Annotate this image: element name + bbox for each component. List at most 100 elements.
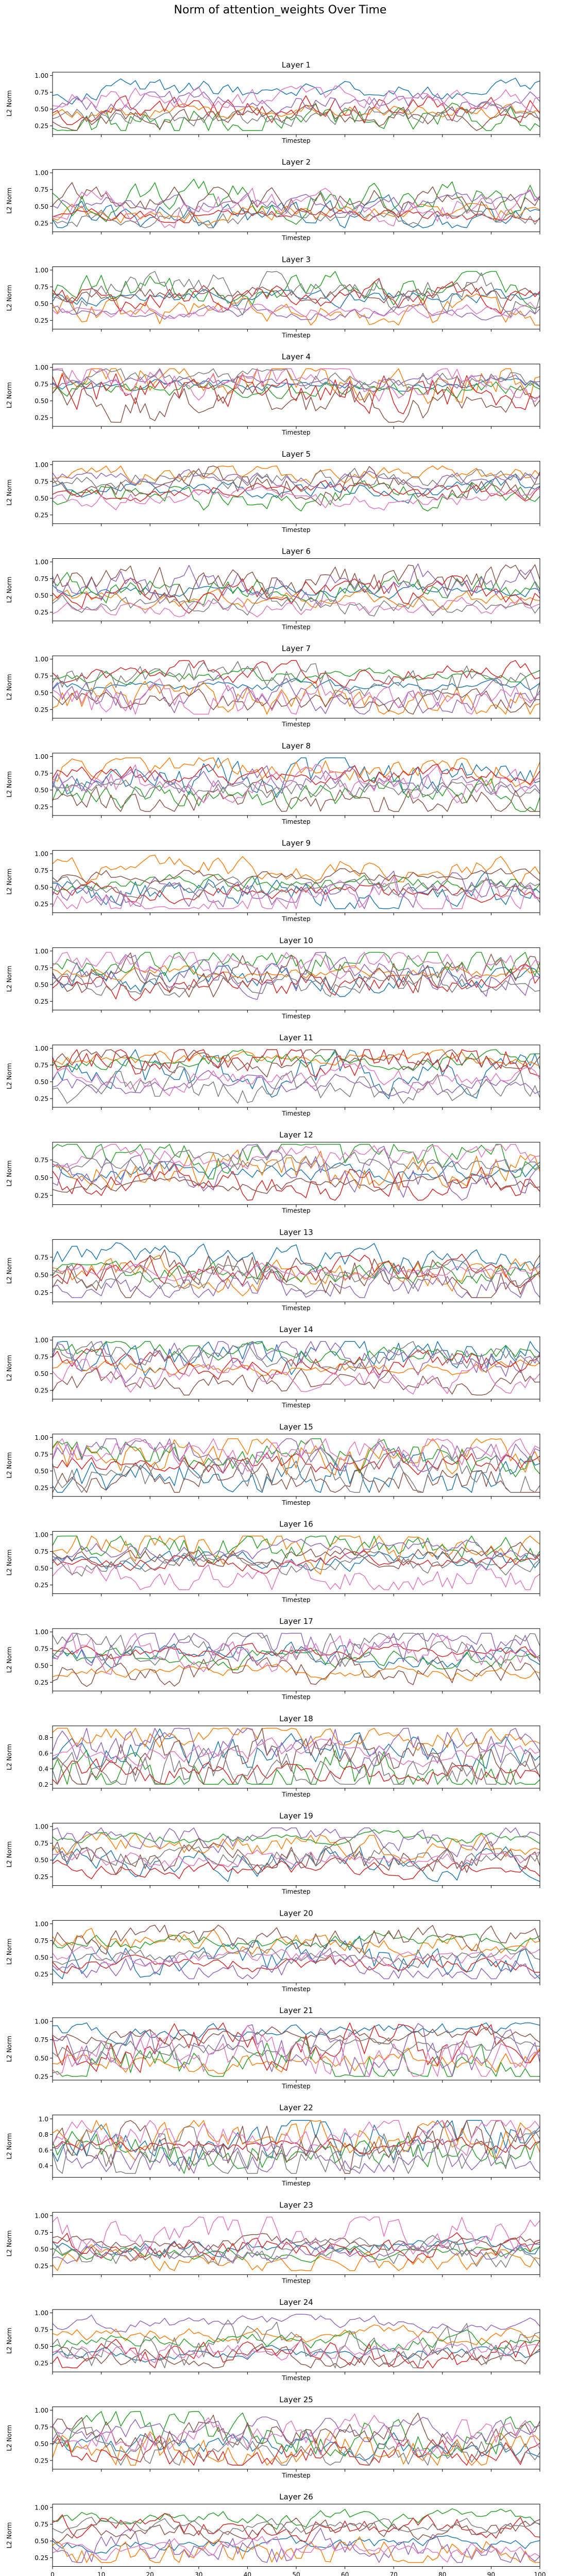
y-tick-label: 0.50 [35, 2440, 48, 2448]
series-line-1 [53, 77, 540, 105]
y-tick-label: 0.25 [35, 1192, 48, 1199]
series-line-3 [53, 775, 540, 812]
series-line-6 [53, 104, 540, 131]
y-tick-label: 1.00 [35, 948, 48, 955]
subplot-title: Layer 8 [282, 741, 311, 751]
y-axis-label: L2 Norm [6, 1841, 13, 1868]
series-line-3 [53, 1341, 540, 1365]
series-line-3 [53, 1932, 540, 1952]
series-line-4 [53, 2232, 540, 2264]
series-line-2 [53, 854, 540, 886]
series-line-3 [53, 2246, 540, 2263]
subplot-layer-23: Layer 23 0.25 0.50 0.75 1.00 Timestep L2 Norm [6, 2200, 540, 2284]
series-line-5 [53, 304, 540, 321]
y-tick-label: 1.00 [35, 656, 48, 663]
y-tick-label: 0.6 [39, 1750, 48, 1757]
series-line-7 [53, 763, 540, 804]
y-tick-label: 0.25 [35, 706, 48, 713]
series-line-8 [53, 207, 540, 228]
y-tick-label: 0.25 [35, 2263, 48, 2270]
series-line-4 [53, 1348, 540, 1380]
series-line-4 [53, 208, 540, 223]
subplot-title: Layer 14 [279, 1325, 313, 1334]
x-axis-label: Timestep [281, 818, 310, 825]
y-tick-label: 1.00 [35, 559, 48, 566]
series-line-3 [53, 480, 540, 512]
subplot-layer-1: Layer 1 0.25 0.50 0.75 1.00 Timestep L2 Norm [6, 60, 540, 144]
y-tick-label: 0.75 [35, 2229, 48, 2236]
x-axis-label: Timestep [281, 1207, 310, 1215]
axes-frame [52, 655, 540, 719]
series-line-1 [53, 2535, 540, 2554]
series-line-8 [53, 1551, 540, 1577]
series-line-1 [53, 2345, 540, 2363]
series-line-6 [53, 868, 540, 887]
series-line-5 [53, 563, 540, 605]
series-line-5 [53, 469, 540, 490]
series-line-3 [53, 1829, 540, 1846]
series-line-7 [53, 596, 540, 618]
y-tick-label: 1.00 [35, 364, 48, 371]
series-line-7 [53, 1633, 540, 1675]
y-tick-label: 0.75 [35, 89, 48, 96]
y-tick-label: 0.8 [39, 2131, 48, 2138]
x-axis-label: Timestep [281, 137, 310, 144]
subplot-title: Layer 21 [279, 2006, 313, 2015]
x-axis-label: Timestep [281, 1985, 310, 1992]
y-tick-label: 0.25 [35, 1289, 48, 1297]
series-line-4 [53, 1450, 540, 1475]
x-tick-label: 40 [244, 2571, 251, 2576]
subplot-layer-10: Layer 10 0.25 0.50 0.75 1.00 Timestep L2 Norm [6, 936, 540, 1020]
series-line-2 [53, 203, 540, 226]
y-tick-label: 0.25 [35, 609, 48, 616]
series-line-7 [53, 85, 540, 112]
y-axis-label: L2 Norm [6, 577, 13, 603]
series-line-5 [53, 1727, 540, 1774]
series-line-6 [53, 1924, 540, 1955]
subplot-layer-14: Layer 14 0.25 0.50 0.75 1.00 Timestep L2 Norm [6, 1325, 540, 1409]
series-line-8 [53, 102, 540, 127]
subplot-layer-7: Layer 7 0.25 0.50 0.75 1.00 Timestep L2 Norm [6, 644, 540, 728]
y-tick-label: 0.75 [35, 1451, 48, 1458]
series-line-3 [53, 1144, 540, 1179]
series-line-1 [53, 2022, 540, 2046]
subplot-title: Layer 1 [282, 60, 311, 70]
subplot-layer-17: Layer 17 0.25 0.50 0.75 1.00 Timestep L2 Norm [6, 1617, 540, 1701]
x-tick-label: 50 [292, 2571, 300, 2576]
series-line-3 [53, 874, 540, 892]
y-tick-label: 0.25 [35, 1873, 48, 1881]
series-line-5 [53, 1827, 540, 1857]
y-tick-label: 0.50 [35, 106, 48, 113]
figure-title: Norm of attention_weights Over Time [174, 4, 387, 16]
y-tick-label: 1.00 [35, 851, 48, 858]
series-line-7 [53, 678, 540, 715]
subplot-title: Layer 7 [282, 644, 311, 653]
subplot-layer-22: Layer 22 0.4 0.6 0.8 1.0 Timestep L2 Norm [6, 2103, 540, 2187]
series-line-7 [53, 1438, 540, 1472]
series-line-6 [53, 2026, 540, 2046]
subplot-layer-8: Layer 8 0.25 0.50 0.75 1.00 Timestep L2 Norm [6, 741, 540, 825]
x-tick-label: 80 [438, 2571, 446, 2576]
series-line-5 [53, 373, 540, 389]
y-tick-label: 0.75 [35, 2521, 48, 2528]
series-line-8 [53, 1259, 540, 1295]
y-tick-label: 1.00 [35, 2504, 48, 2512]
series-line-8 [53, 1633, 540, 1669]
y-tick-label: 0.25 [35, 1971, 48, 1978]
y-axis-label: L2 Norm [6, 966, 13, 992]
y-axis-label: L2 Norm [6, 2230, 13, 2256]
series-line-1 [53, 1160, 540, 1184]
subplot-title: Layer 3 [282, 255, 311, 264]
y-tick-label: 1.00 [35, 753, 48, 760]
x-axis-label: Timestep [281, 1597, 310, 1604]
series-line-3 [53, 271, 540, 310]
series-line-8 [53, 661, 540, 702]
subplot-layer-21: Layer 21 0.25 0.50 0.75 1.00 Timestep L2 Norm [6, 2006, 540, 2090]
series-line-5 [53, 674, 540, 715]
series-line-4 [53, 880, 540, 904]
subplot-layer-16: Layer 16 0.25 0.50 0.75 1.00 Timestep L2 Norm [6, 1520, 540, 1604]
series-line-8 [53, 2319, 540, 2369]
y-tick-label: 1.00 [35, 1045, 48, 1052]
series-line-4 [53, 2435, 540, 2466]
